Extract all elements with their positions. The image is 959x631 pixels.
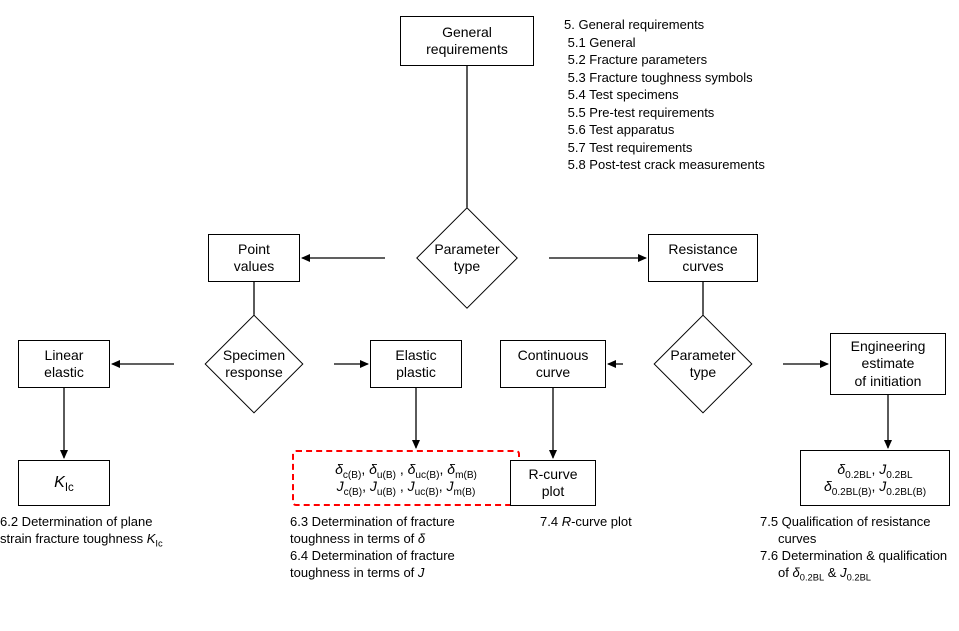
node-specimen-response — [205, 315, 304, 414]
label: Linearelastic — [44, 347, 84, 382]
node-r-curve-plot: R-curveplot — [510, 460, 596, 506]
caption-7-4: 7.4 R-curve plot — [540, 514, 700, 531]
node-point-values: Pointvalues — [208, 234, 300, 282]
node-parameter-type-top — [416, 207, 518, 309]
side-list-item: 5.5 Pre-test requirements — [568, 105, 715, 120]
side-list-item: 5.2 Fracture parameters — [568, 52, 707, 67]
node-kic: KIc — [18, 460, 110, 506]
side-list-item: 5.6 Test apparatus — [568, 122, 675, 137]
label: Pointvalues — [234, 241, 274, 276]
node-resistance-curves: Resistancecurves — [648, 234, 758, 282]
side-list-item: 5.1 General — [568, 35, 636, 50]
label: R-curveplot — [528, 466, 577, 501]
label: Elasticplastic — [395, 347, 436, 382]
side-list-item: 5.3 Fracture toughness symbols — [568, 70, 753, 85]
side-list-item: 5.7 Test requirements — [568, 140, 693, 155]
side-list-item: 5.8 Post-test crack measurements — [568, 157, 765, 172]
node-engineering-estimate: Engineeringestimateof initiation — [830, 333, 946, 395]
side-list-title: 5. General requirements — [564, 17, 704, 32]
node-parameter-type-right — [654, 315, 753, 414]
label: Continuouscurve — [518, 347, 589, 382]
kic-symbol: KIc — [54, 473, 74, 493]
node-general-requirements: Generalrequirements — [400, 16, 534, 66]
node-continuous-curve: Continuouscurve — [500, 340, 606, 388]
symbols-right: δ0.2BL, J0.2BLδ0.2BL(B), J0.2BL(B) — [824, 461, 926, 496]
node-symbols-right: δ0.2BL, J0.2BLδ0.2BL(B), J0.2BL(B) — [800, 450, 950, 506]
node-delta-j-symbols: δc(B), δu(B) , δuc(B), δm(B)Jc(B), Ju(B)… — [292, 450, 520, 506]
node-elastic-plastic: Elasticplastic — [370, 340, 462, 388]
caption-6-3-6-4: 6.3 Determination of fracturetoughness i… — [290, 514, 522, 582]
caption-6-2: 6.2 Determination of planestrain fractur… — [0, 514, 220, 548]
caption-7-5-7-6: 7.5 Qualification of resistance curves7.… — [760, 514, 959, 582]
label: Resistancecurves — [668, 241, 737, 276]
node-linear-elastic: Linearelastic — [18, 340, 110, 388]
label: Engineeringestimateof initiation — [851, 338, 926, 391]
delta-j-symbols: δc(B), δu(B) , δuc(B), δm(B)Jc(B), Ju(B)… — [335, 461, 477, 496]
side-list: 5. General requirements 5.1 General 5.2 … — [564, 16, 765, 174]
side-list-item: 5.4 Test specimens — [568, 87, 679, 102]
label: Generalrequirements — [426, 24, 508, 59]
